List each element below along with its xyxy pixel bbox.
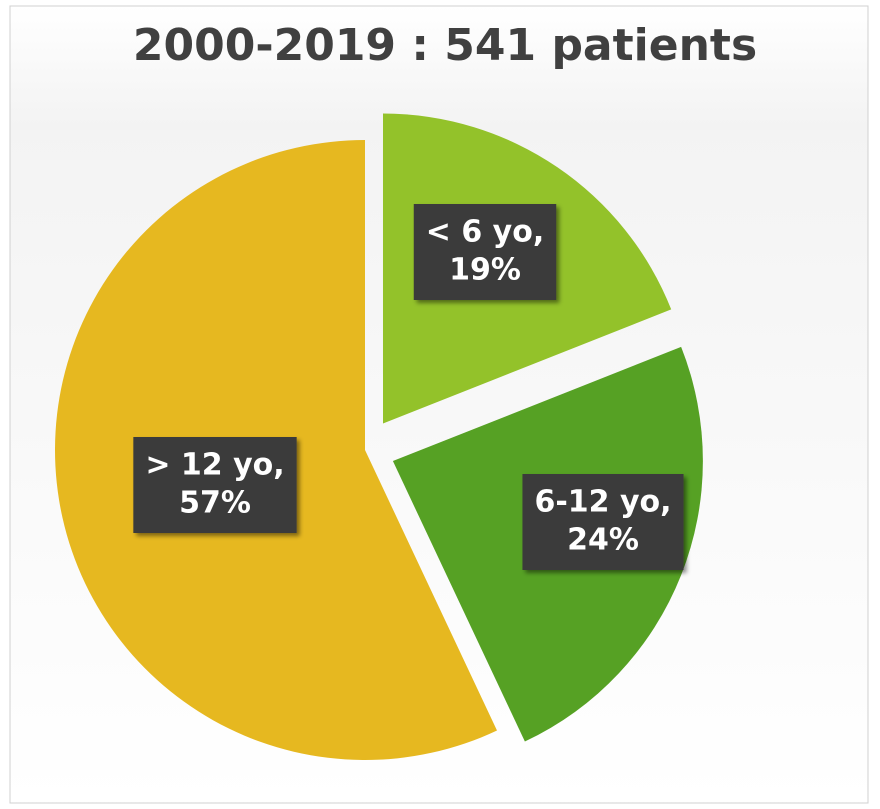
data-label-box [413, 204, 557, 300]
data-label-value: 57% [179, 486, 251, 521]
data-label-box [133, 437, 297, 533]
data-label-value: 24% [567, 523, 639, 558]
data-label: < 6 yo,19% [413, 204, 557, 300]
data-label-category: > 12 yo, [145, 448, 284, 483]
chart-title: 2000-2019 : 541 patients [133, 20, 757, 71]
data-label-value: 19% [449, 253, 521, 288]
data-label: > 12 yo,57% [133, 437, 297, 533]
data-labels: < 6 yo,19% 6-12 yo,24% > 12 yo,57% [133, 204, 684, 570]
data-label-category: < 6 yo, [426, 215, 544, 250]
data-label-box [522, 474, 684, 570]
data-label: 6-12 yo,24% [522, 474, 684, 570]
data-label-category: 6-12 yo, [534, 485, 671, 520]
